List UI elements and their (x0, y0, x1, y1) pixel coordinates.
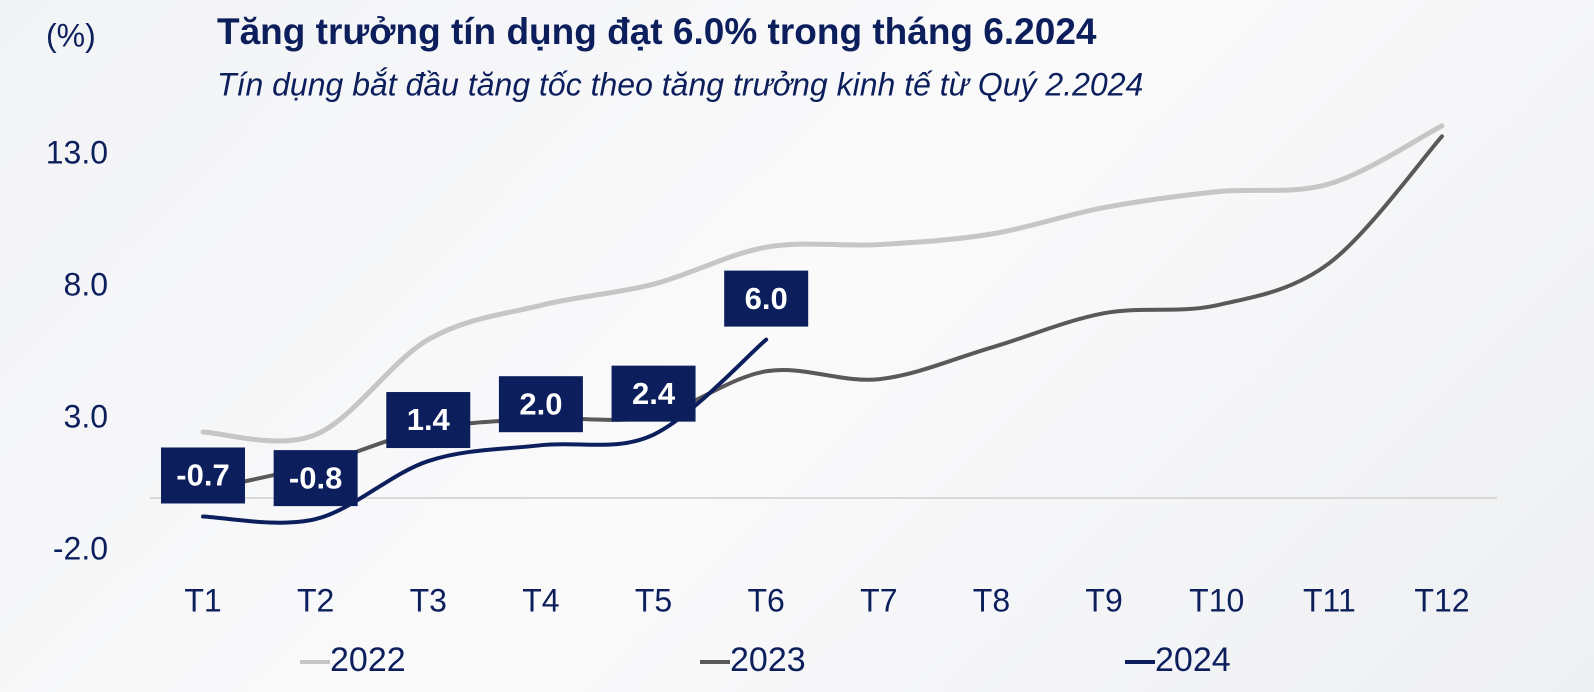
value-label-box (386, 392, 471, 449)
x-tick-label: T10 (1189, 582, 1244, 618)
value-label: -0.8 (289, 460, 342, 495)
x-tick-label: T7 (860, 582, 897, 618)
y-tick-label: 13.0 (46, 134, 108, 170)
series-line (200, 123, 1445, 444)
y-tick-label: -2.0 (53, 530, 108, 566)
value-label: 2.0 (519, 386, 562, 421)
x-tick-label: T8 (973, 582, 1010, 618)
x-tick-label: T9 (1085, 582, 1122, 618)
legend-label: 2024 (1155, 641, 1231, 679)
x-tick-label: T11 (1303, 582, 1356, 618)
chart-subtitle: Tín dụng bắt đầu tăng tốc theo tăng trưở… (217, 66, 1143, 102)
x-tick-label: T3 (410, 582, 447, 618)
value-label-box (161, 447, 245, 504)
y-tick-label: 8.0 (64, 266, 108, 302)
y-tick-label: 3.0 (64, 398, 108, 434)
x-tick-label: T12 (1414, 582, 1469, 618)
value-label: -0.7 (176, 458, 229, 493)
x-tick-label: T4 (522, 582, 559, 618)
value-label: 1.4 (407, 402, 451, 437)
value-label: 6.0 (745, 281, 788, 316)
value-label-box (273, 450, 358, 507)
x-tick-label: T6 (748, 582, 785, 618)
legend-label: 2022 (330, 641, 406, 679)
value-label-box (724, 270, 809, 327)
value-label: 2.4 (632, 376, 676, 411)
unit-label: (%) (46, 17, 96, 53)
legend-label: 2023 (730, 641, 806, 679)
value-label-box (611, 365, 696, 422)
x-tick-label: T1 (184, 582, 221, 618)
chart-title: Tăng trưởng tín dụng đạt 6.0% trong thán… (217, 11, 1097, 52)
x-tick-label: T5 (635, 582, 672, 618)
value-label-box (498, 376, 583, 433)
x-tick-label: T2 (297, 582, 334, 618)
